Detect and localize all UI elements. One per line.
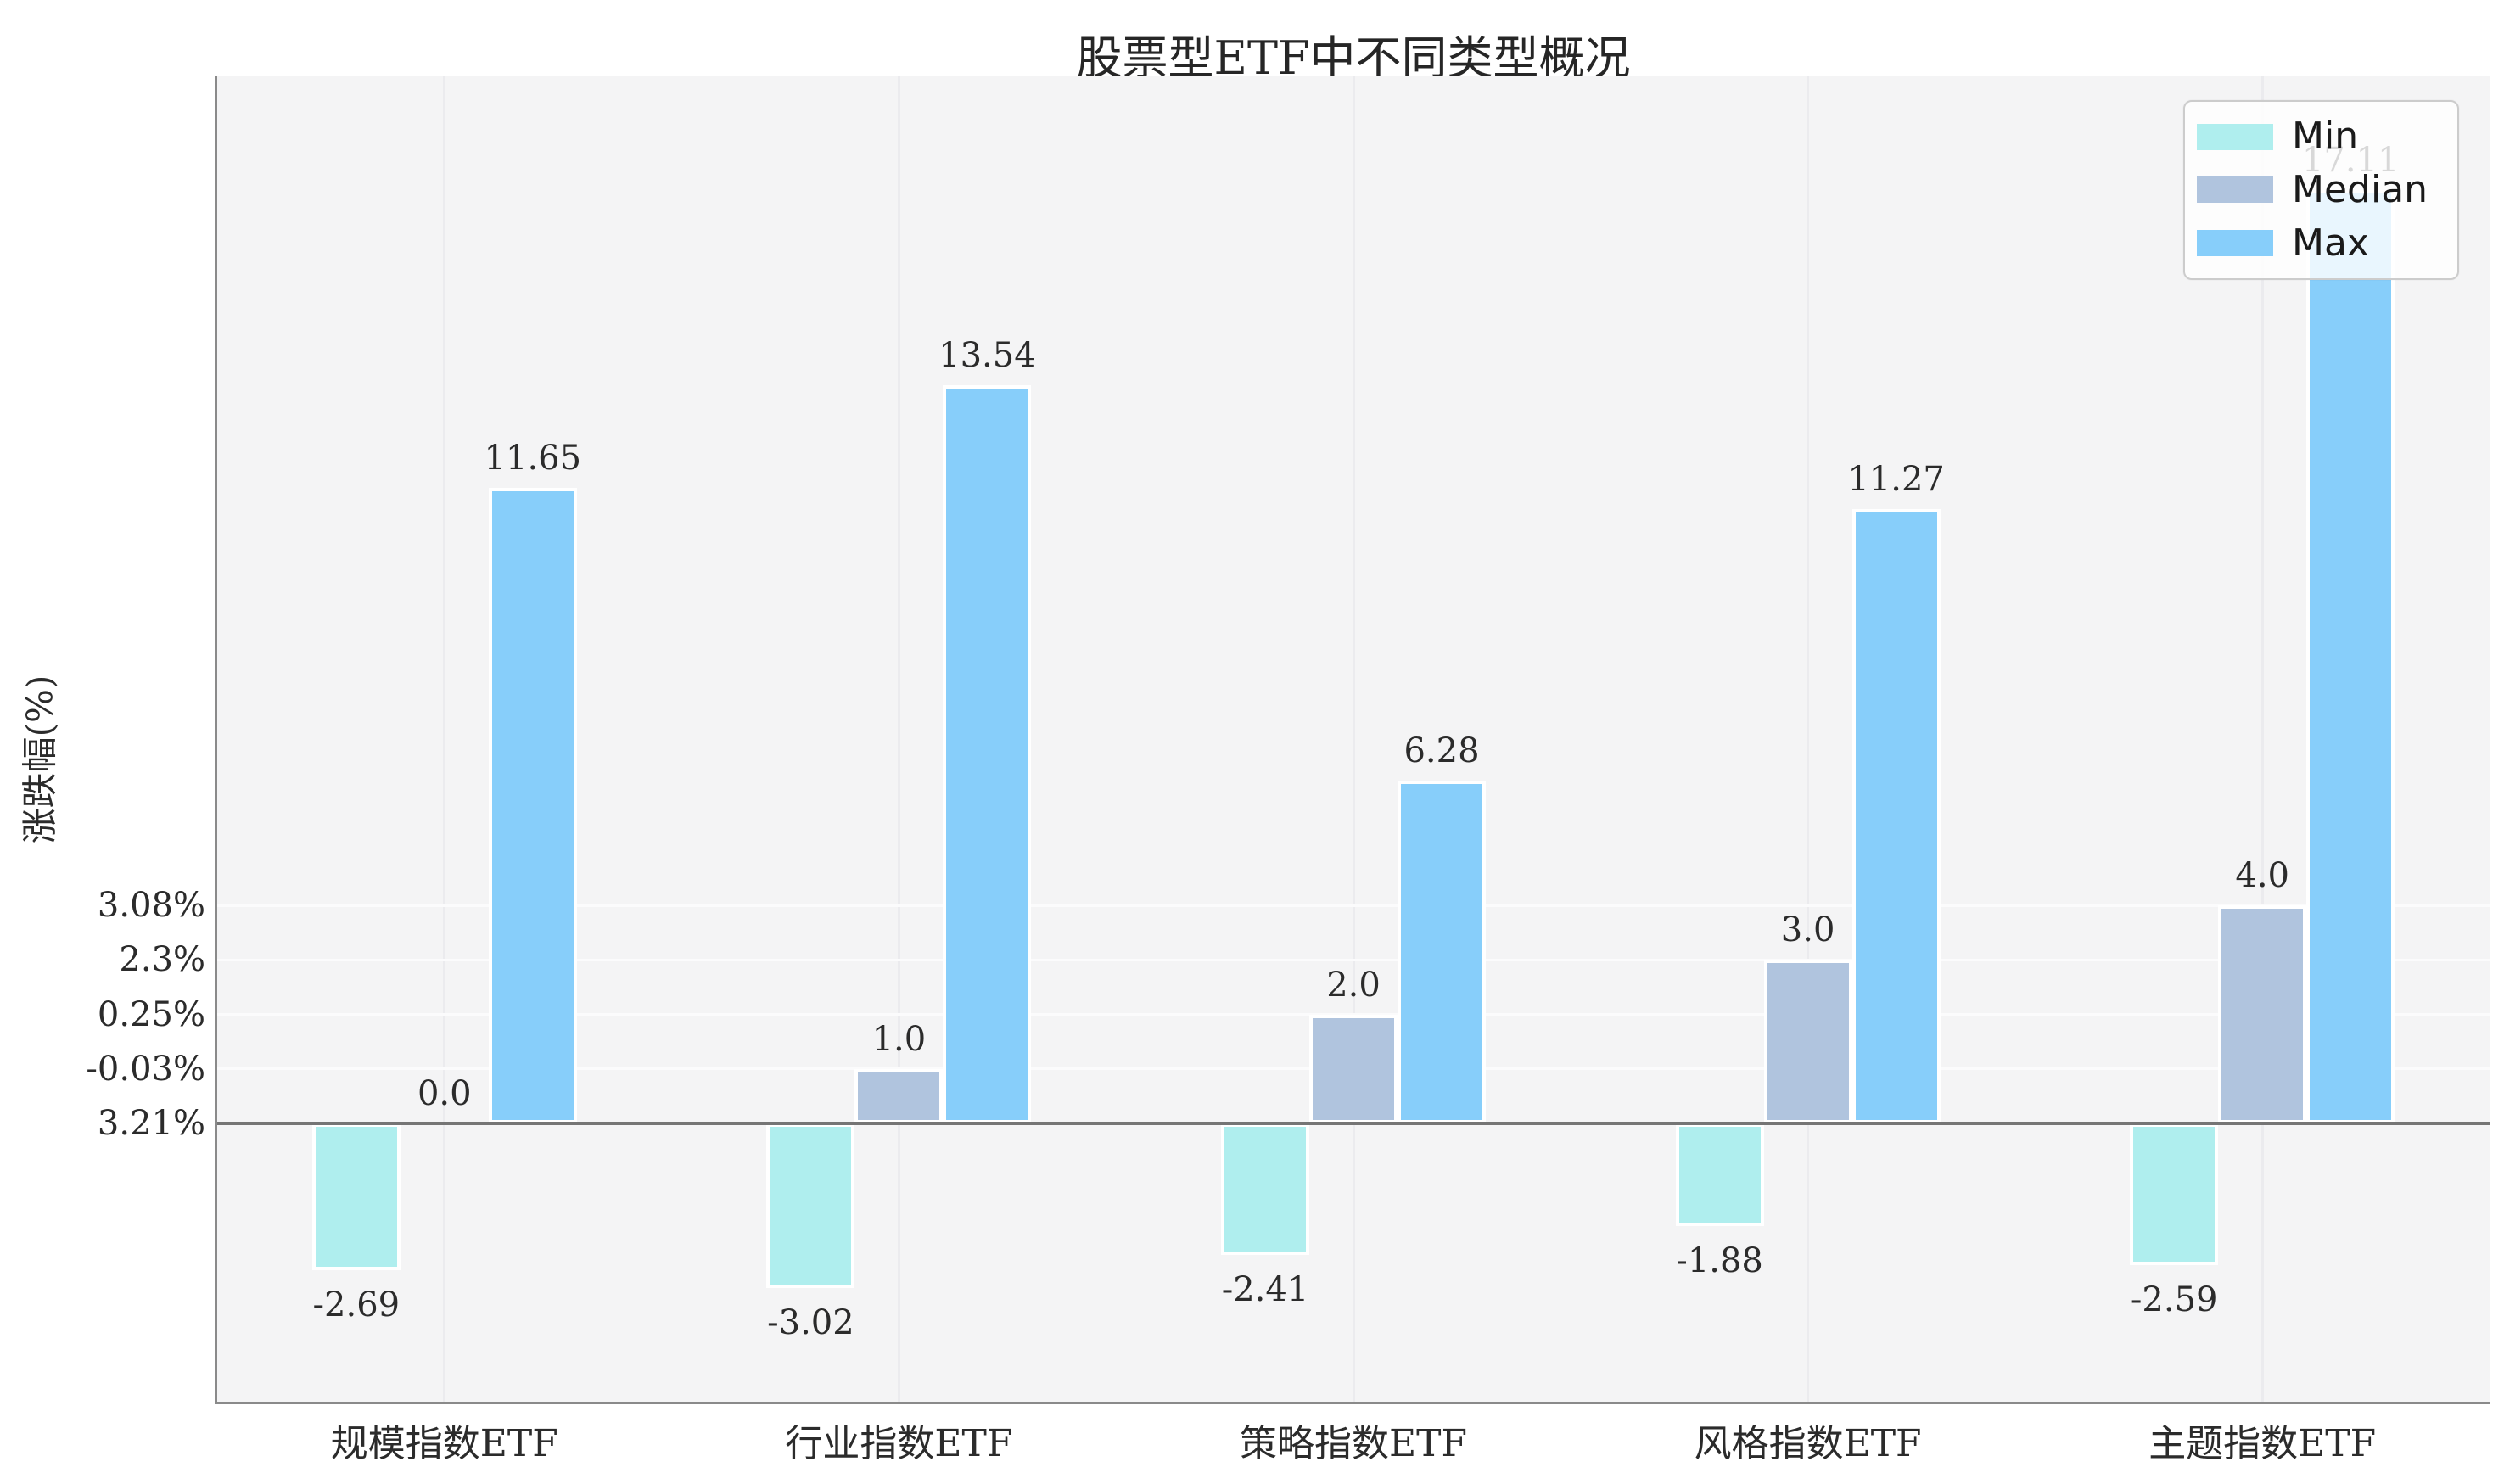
y-tick-label: 2.3% — [119, 940, 205, 980]
zero-line — [217, 1122, 2490, 1126]
gridline-vertical — [1807, 76, 1810, 1402]
bar-value-label: 11.27 — [1847, 459, 1945, 499]
y-tick-label: 0.25% — [97, 994, 205, 1034]
gridline-horizontal — [217, 958, 2490, 961]
legend-entry-min: Min — [2197, 118, 2457, 155]
legend-swatch-max — [2197, 230, 2273, 257]
bar-median-4 — [1763, 960, 1852, 1124]
bar-min-5 — [2130, 1123, 2219, 1265]
y-tick-label: 3.08% — [97, 886, 205, 926]
bar-min-3 — [1221, 1123, 1309, 1256]
chart-title: 股票型ETF中不同类型概况 — [1076, 31, 1631, 85]
bar-value-label: -2.59 — [2130, 1280, 2218, 1319]
bar-value-label: 11.65 — [484, 439, 582, 479]
bar-value-label: -2.69 — [312, 1285, 401, 1325]
bar-max-4 — [1851, 508, 1941, 1124]
x-category-label: 行业指数ETF — [785, 1422, 1013, 1465]
bar-value-label: 2.0 — [1326, 965, 1381, 1005]
y-tick-label: 3.21% — [97, 1104, 205, 1144]
bar-max-2 — [943, 384, 1032, 1124]
legend-swatch-min — [2197, 123, 2273, 150]
y-axis-label: 涨跌幅(%) — [19, 675, 61, 844]
y-axis-spine — [215, 76, 217, 1402]
legend: Min Median Max — [2183, 100, 2459, 280]
gridline-horizontal — [217, 904, 2490, 907]
bar-value-label: 0.0 — [417, 1074, 472, 1114]
x-category-label: 主题指数ETF — [2148, 1422, 2377, 1465]
bar-max-3 — [1398, 781, 1486, 1124]
x-category-label: 风格指数ETF — [1694, 1422, 1922, 1465]
bar-value-label: 1.0 — [871, 1019, 927, 1059]
legend-entry-max: Max — [2197, 221, 2457, 265]
bar-max-5 — [2306, 190, 2395, 1124]
bar-median-5 — [2218, 905, 2307, 1124]
legend-entry-median: Median — [2197, 171, 2457, 209]
bar-value-label: 3.0 — [1780, 910, 1835, 950]
bar-median-3 — [1309, 1014, 1398, 1124]
gridline-vertical — [2260, 76, 2264, 1402]
bar-min-1 — [311, 1123, 401, 1271]
x-category-label: 规模指数ETF — [330, 1422, 558, 1465]
legend-label: Median — [2292, 167, 2428, 211]
gridline-vertical — [443, 76, 446, 1402]
bar-value-label: -2.41 — [1221, 1270, 1309, 1310]
bar-min-2 — [766, 1123, 855, 1289]
bar-max-1 — [488, 488, 577, 1124]
bar-value-label: 6.28 — [1403, 731, 1480, 771]
bar-value-label: 4.0 — [2235, 856, 2289, 896]
bar-value-label: -1.88 — [1676, 1241, 1763, 1281]
gridline-vertical — [1352, 76, 1355, 1402]
bar-value-label: 13.54 — [938, 335, 1036, 375]
bar-median-2 — [854, 1068, 944, 1124]
x-axis-spine — [215, 1402, 2490, 1404]
legend-label: Min — [2292, 115, 2359, 159]
x-category-label: 策略指数ETF — [1240, 1422, 1467, 1465]
bar-value-label: -3.02 — [767, 1303, 854, 1343]
legend-swatch-median — [2197, 176, 2273, 204]
bar-min-4 — [1675, 1123, 1764, 1227]
y-tick-label: -0.03% — [86, 1049, 205, 1089]
gridline-vertical — [897, 76, 900, 1402]
legend-label: Max — [2292, 221, 2369, 265]
